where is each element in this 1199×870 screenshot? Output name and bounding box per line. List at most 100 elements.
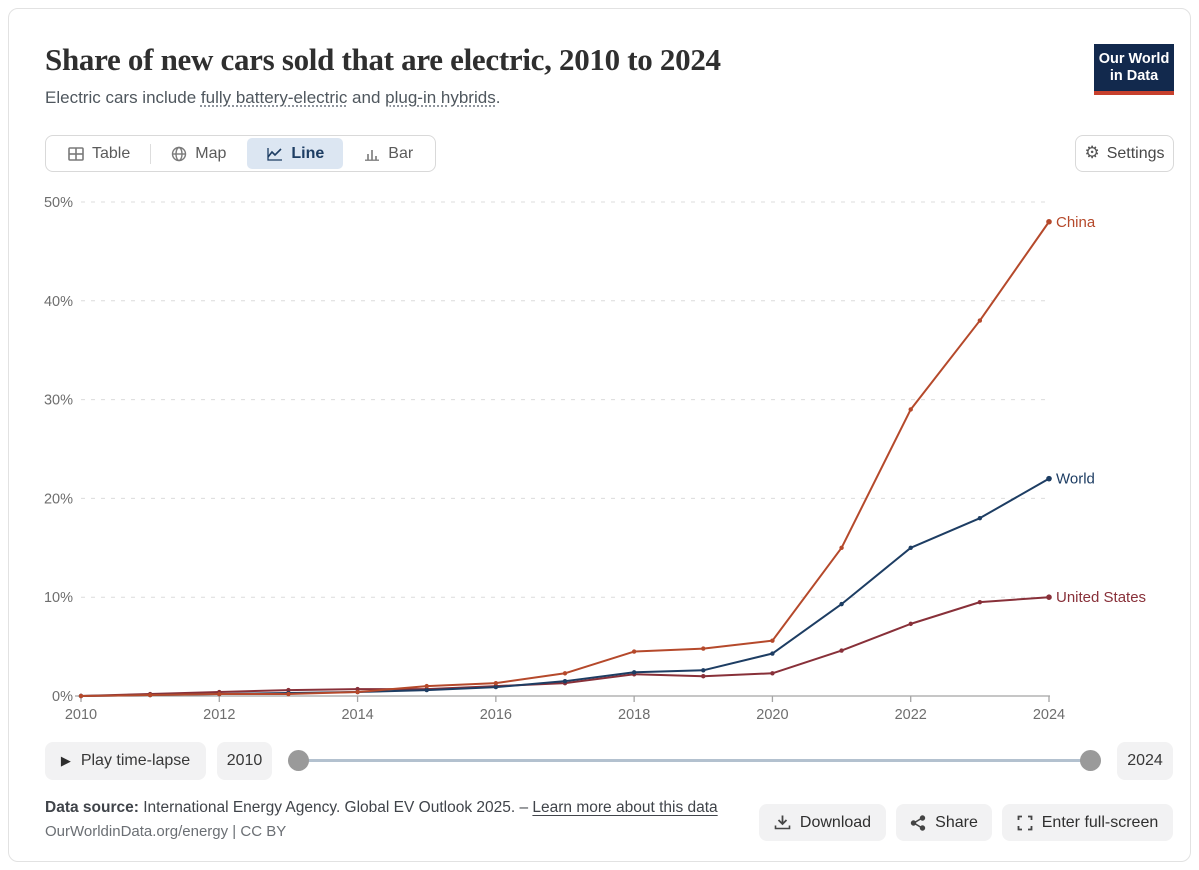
- enter-fullscreen-button[interactable]: Enter full-screen: [1002, 804, 1173, 841]
- data-point[interactable]: [839, 601, 844, 607]
- tab-table-label: Table: [92, 144, 131, 162]
- tab-line-label: Line: [291, 144, 325, 162]
- subtitle-text: and: [347, 88, 386, 107]
- chart-card: Share of new cars sold that are electric…: [8, 8, 1191, 862]
- series-end-dot: [1046, 594, 1052, 600]
- data-point[interactable]: [908, 545, 913, 550]
- data-point[interactable]: [701, 674, 706, 679]
- subtitle-text: Electric cars include: [45, 88, 201, 107]
- data-point[interactable]: [355, 689, 360, 695]
- data-point[interactable]: [217, 691, 222, 697]
- data-point[interactable]: [908, 621, 913, 627]
- data-point[interactable]: [701, 668, 706, 673]
- data-point[interactable]: [770, 651, 775, 656]
- data-point[interactable]: [770, 671, 775, 676]
- data-point[interactable]: [562, 678, 568, 684]
- line-chart-icon: [266, 146, 283, 162]
- data-point[interactable]: [147, 692, 153, 698]
- y-axis-tick-label: 10%: [44, 590, 73, 606]
- bar-chart-icon: [364, 146, 380, 162]
- series-line-china[interactable]: [80, 220, 1050, 697]
- data-point[interactable]: [631, 649, 637, 654]
- series-label-world[interactable]: World: [1056, 471, 1095, 488]
- data-source-label: Data source:: [45, 799, 139, 816]
- data-point[interactable]: [78, 693, 84, 699]
- gear-icon: ⚙: [1084, 143, 1100, 163]
- line-chart[interactable]: 0% 10% 20% 30% 40% 50% 2010 2012 2014 2016 2018 202…: [9, 179, 1199, 739]
- view-tabbar: Table Map Line: [45, 135, 437, 172]
- logo-line2: in Data: [1109, 67, 1159, 84]
- tab-table[interactable]: Table: [49, 138, 149, 169]
- table-icon: [68, 146, 84, 162]
- tab-divider: [150, 143, 152, 164]
- data-point[interactable]: [493, 684, 499, 690]
- data-point[interactable]: [493, 680, 499, 686]
- data-point[interactable]: [908, 407, 913, 412]
- x-axis-tick-label: 2012: [203, 707, 235, 723]
- logo-line1: Our World: [1098, 50, 1170, 67]
- learn-more-link[interactable]: Learn more about this data: [532, 799, 718, 816]
- data-point[interactable]: [770, 638, 775, 643]
- series-label-united-states[interactable]: United States: [1056, 589, 1146, 606]
- globe-icon: [171, 146, 187, 162]
- y-axis-tick-label: 40%: [44, 294, 73, 310]
- tab-line[interactable]: Line: [247, 138, 344, 169]
- data-point[interactable]: [631, 670, 637, 675]
- x-axis-tick-label: 2010: [65, 707, 97, 723]
- tab-bar-label: Bar: [388, 144, 414, 162]
- y-axis-tick-label: 20%: [44, 491, 73, 507]
- download-icon: [774, 814, 791, 831]
- x-axis-tick-label: 2020: [756, 707, 788, 723]
- x-axis-tick-label: 2018: [618, 707, 650, 723]
- timeline-slider-track[interactable]: [298, 759, 1090, 762]
- play-timelapse-label: Play time-lapse: [80, 752, 191, 769]
- owid-logo-text: Our World in Data: [1094, 44, 1174, 91]
- owid-logo[interactable]: Our World in Data: [1094, 44, 1174, 95]
- timeline-handle-start[interactable]: [288, 750, 309, 771]
- credit-line: OurWorldinData.org/energy | CC BY: [45, 823, 287, 840]
- tab-map-label: Map: [195, 144, 227, 162]
- data-point[interactable]: [839, 545, 844, 550]
- settings-button[interactable]: ⚙ Settings: [1075, 135, 1174, 172]
- settings-label: Settings: [1106, 144, 1165, 162]
- data-point[interactable]: [977, 515, 983, 521]
- series-line-world[interactable]: [80, 477, 1050, 697]
- data-source-text: International Energy Agency. Global EV O…: [138, 799, 533, 816]
- timeline-start-year[interactable]: 2010: [217, 742, 272, 780]
- data-point[interactable]: [424, 687, 429, 693]
- series-end-dot: [1046, 218, 1052, 225]
- timeline-end-year[interactable]: 2024: [1117, 742, 1173, 780]
- tab-map[interactable]: Map: [152, 138, 245, 169]
- x-axis-tick-label: 2022: [895, 707, 927, 723]
- play-icon: ▶: [60, 753, 71, 769]
- y-axis-tick-label: 0%: [52, 689, 73, 705]
- data-point[interactable]: [286, 691, 291, 697]
- data-point[interactable]: [424, 683, 429, 689]
- data-point[interactable]: [562, 671, 568, 676]
- subtitle-link-plugin-hybrids[interactable]: plug-in hybrids: [385, 88, 496, 107]
- data-source-line: Data source: International Energy Agency…: [45, 799, 718, 817]
- series-end-dot: [1046, 475, 1052, 482]
- download-button[interactable]: Download: [759, 804, 886, 841]
- enter-fullscreen-label: Enter full-screen: [1041, 813, 1159, 831]
- series-label-china[interactable]: China: [1056, 214, 1096, 231]
- chart-subtitle: Electric cars include fully battery-elec…: [45, 88, 500, 108]
- share-label: Share: [935, 813, 978, 831]
- timeline-handle-end[interactable]: [1080, 750, 1101, 771]
- x-axis-tick-label: 2014: [341, 707, 373, 723]
- page-title: Share of new cars sold that are electric…: [45, 42, 721, 77]
- data-point[interactable]: [701, 646, 706, 651]
- y-axis-tick-label: 30%: [44, 393, 73, 409]
- play-timelapse-button[interactable]: ▶ Play time-lapse: [45, 742, 206, 780]
- subtitle-link-battery-electric[interactable]: fully battery-electric: [200, 88, 348, 107]
- tab-bar[interactable]: Bar: [345, 138, 432, 169]
- x-axis-tick-label: 2024: [1033, 707, 1065, 723]
- data-point[interactable]: [839, 648, 844, 653]
- download-label: Download: [799, 813, 872, 831]
- x-axis-tick-label: 2016: [480, 707, 512, 723]
- data-point[interactable]: [977, 318, 983, 323]
- logo-red-bar: [1094, 91, 1174, 95]
- share-button[interactable]: Share: [896, 804, 992, 841]
- data-point[interactable]: [977, 599, 983, 605]
- share-icon: [910, 814, 926, 831]
